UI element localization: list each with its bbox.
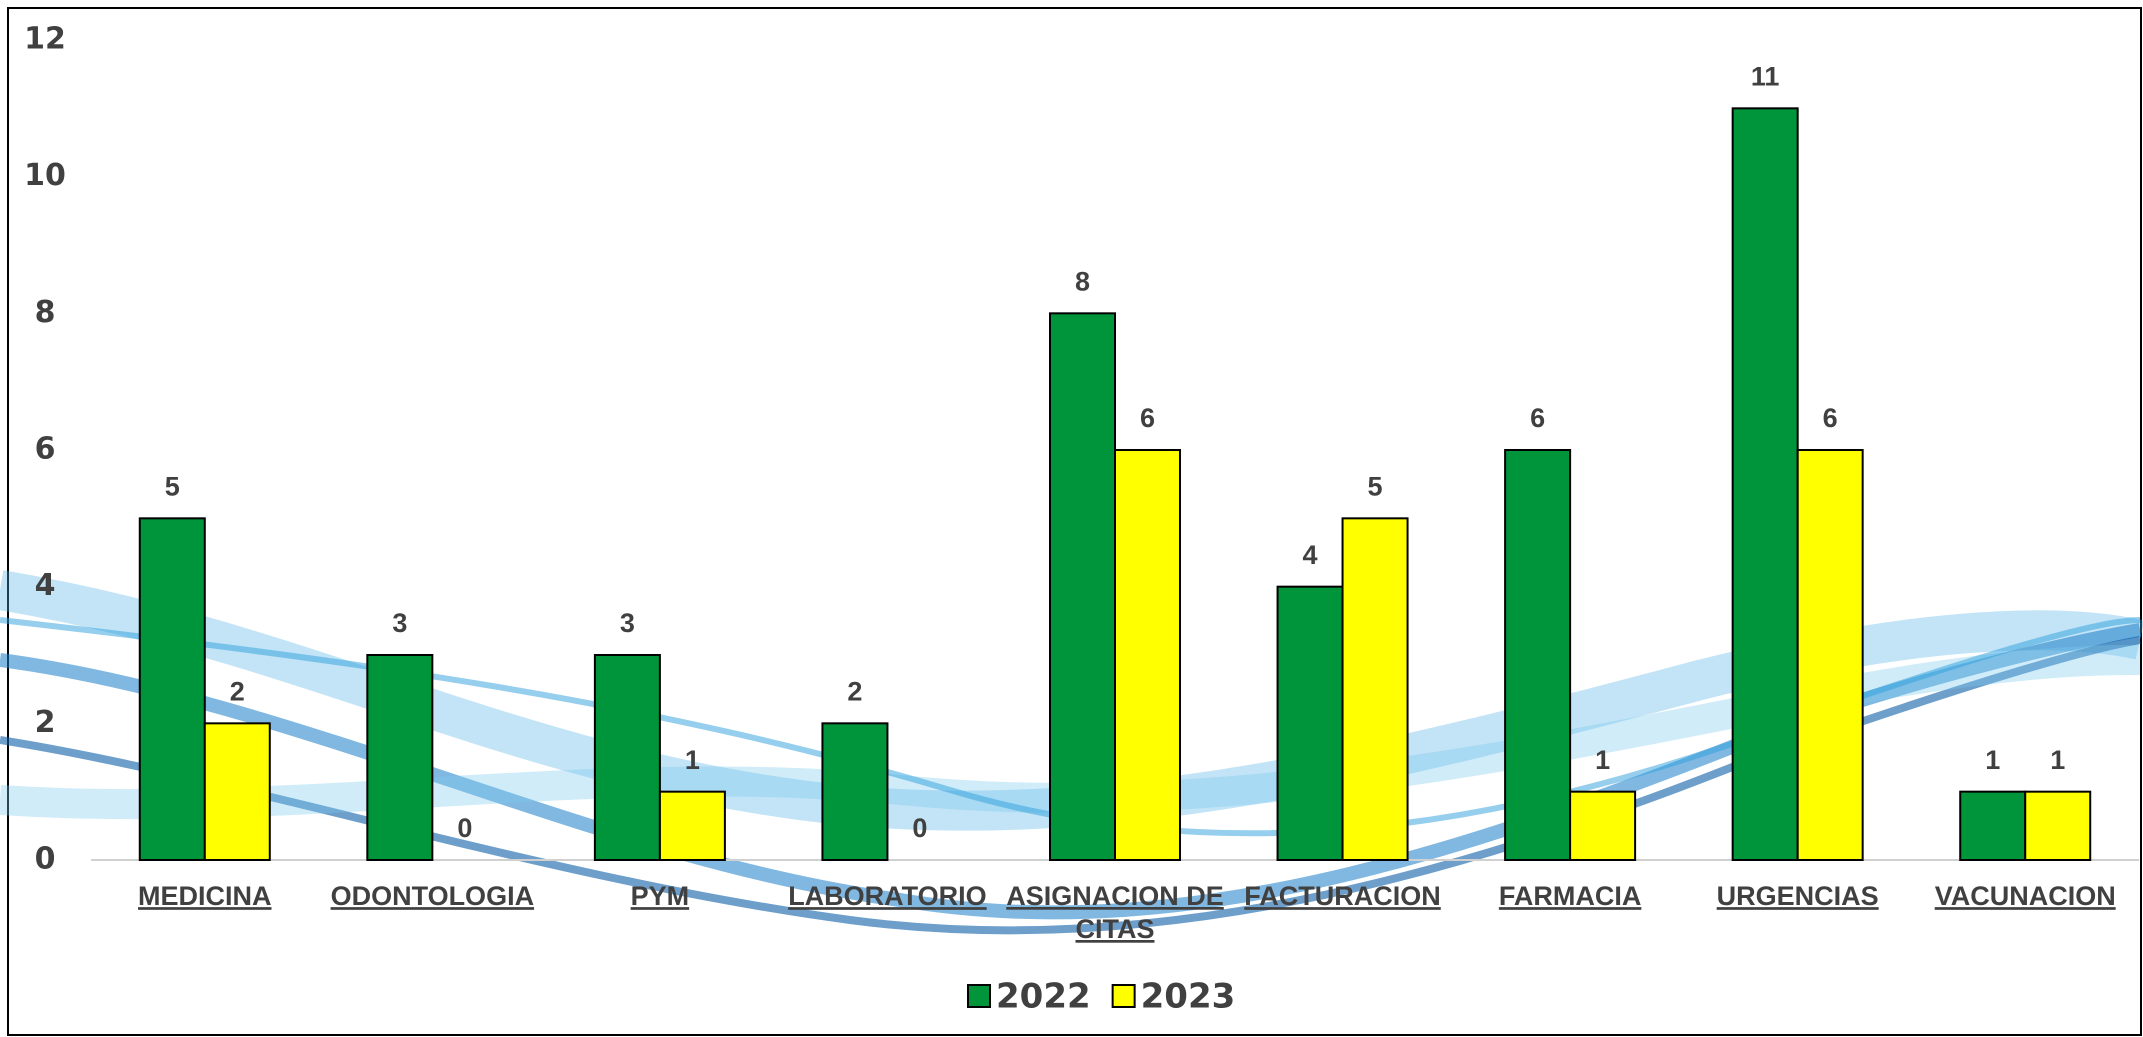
value-label: 3 <box>392 608 407 638</box>
bar <box>1114 449 1181 861</box>
value-label: 2 <box>230 676 245 706</box>
x-tick-label: FARMACIA <box>1499 881 1642 911</box>
x-tick-label: URGENCIAS <box>1717 881 1879 911</box>
value-label: 1 <box>2050 745 2065 775</box>
bar <box>1796 449 1864 861</box>
bar <box>366 654 434 861</box>
bar <box>593 654 661 861</box>
x-tick-label: VACUNACION <box>1935 881 2116 911</box>
x-tick-label: ASIGNACION DE CITAS <box>1006 881 1224 944</box>
y-tick-label: 2 <box>35 705 56 740</box>
legend-swatch <box>967 984 991 1008</box>
bar <box>1504 449 1572 861</box>
value-label: 3 <box>620 608 635 638</box>
bar <box>138 517 206 861</box>
y-tick-label: 10 <box>24 158 66 193</box>
value-label: 6 <box>1823 403 1838 433</box>
bar <box>1049 312 1116 862</box>
bar <box>1276 585 1344 862</box>
bar <box>2024 790 2092 862</box>
y-tick-label: 0 <box>35 842 56 877</box>
value-label: 5 <box>165 471 180 501</box>
value-label: 8 <box>1075 266 1090 296</box>
legend: 2022 2023 <box>967 977 1236 1017</box>
bar <box>1569 790 1637 862</box>
legend-swatch <box>1111 984 1136 1008</box>
value-label: 2 <box>847 676 862 706</box>
x-tick-label: MEDICINA <box>138 881 272 911</box>
value-label: 6 <box>1140 403 1155 433</box>
x-tick-label: LABORATORIO <box>788 881 987 911</box>
value-label: 0 <box>912 813 927 843</box>
bar <box>1341 517 1409 861</box>
bar <box>1959 790 2027 862</box>
x-tick-label: PYM <box>631 881 690 911</box>
y-tick-label: 8 <box>35 295 56 330</box>
value-label: 5 <box>1368 471 1383 501</box>
value-label: 11 <box>1751 61 1780 91</box>
bar <box>1731 107 1799 862</box>
legend-label: 2023 <box>1141 977 1236 1017</box>
value-label: 1 <box>1595 745 1610 775</box>
bar <box>821 722 889 861</box>
y-tick-label: 12 <box>24 22 66 57</box>
bar <box>203 722 271 861</box>
y-tick-label: 4 <box>35 568 56 603</box>
x-tick-label: ODONTOLOGIA <box>331 881 535 911</box>
value-label: 4 <box>1303 540 1318 570</box>
value-label: 6 <box>1530 403 1545 433</box>
x-tick-label: FACTURACION <box>1244 881 1441 911</box>
value-label: 0 <box>457 813 472 843</box>
value-label: 1 <box>1985 745 2000 775</box>
legend-label: 2022 <box>996 977 1091 1017</box>
y-tick-label: 6 <box>35 432 56 467</box>
value-label: 1 <box>685 745 700 775</box>
bar <box>658 790 726 862</box>
